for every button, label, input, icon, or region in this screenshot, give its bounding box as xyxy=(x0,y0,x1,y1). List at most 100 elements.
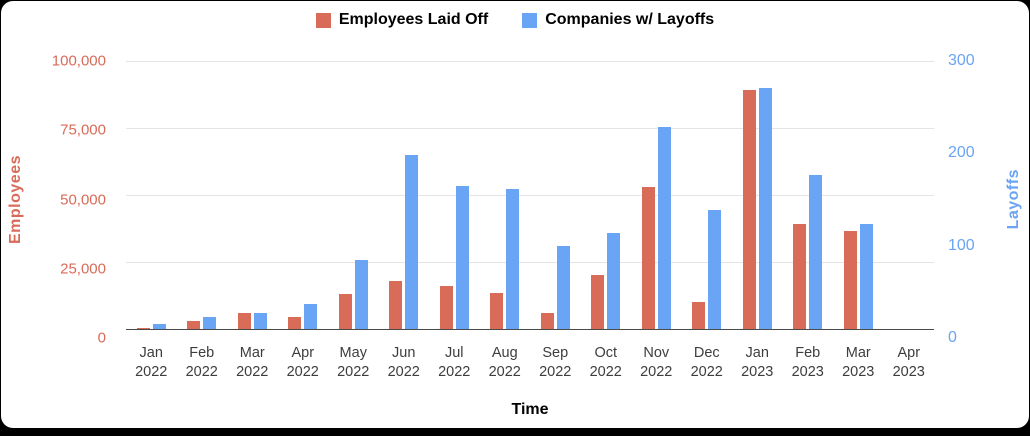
bar-employees xyxy=(490,293,504,329)
bar-group xyxy=(480,61,531,329)
x-label-month: Aug xyxy=(491,345,518,361)
bar-employees xyxy=(591,275,605,329)
bar-companies xyxy=(809,175,823,329)
bar-companies xyxy=(405,154,419,329)
x-label-year: 2023 xyxy=(842,363,875,380)
legend-item-employees: Employees Laid Off xyxy=(315,11,489,29)
bar-companies xyxy=(708,210,722,329)
x-label-year: 2023 xyxy=(892,363,925,380)
legend-swatch-companies xyxy=(522,12,538,28)
x-label-year: 2022 xyxy=(488,363,521,380)
bar-employees xyxy=(187,321,201,329)
left-axis-tick-label: 0 xyxy=(97,329,106,347)
bar-group xyxy=(732,61,783,329)
bar-employees xyxy=(793,224,807,329)
x-axis-tick-label: Nov 2022 xyxy=(631,344,682,382)
x-label-month: Feb xyxy=(189,345,215,361)
x-label-month: May xyxy=(339,345,367,361)
bars xyxy=(126,61,934,329)
x-label-month: Jan xyxy=(139,345,163,361)
gridline xyxy=(126,61,934,62)
gridline xyxy=(126,128,934,129)
bar-employees xyxy=(641,186,655,329)
x-axis-line xyxy=(126,329,934,330)
x-label-year: 2022 xyxy=(690,363,723,380)
x-axis-labels: Jan 2022 Feb 2022 Mar 2022 Apr 2022 May 2022 Jun 20… xyxy=(126,344,934,382)
x-label-month: Feb xyxy=(795,345,821,361)
bar-group xyxy=(530,61,581,329)
x-axis-tick-label: Dec 2022 xyxy=(682,344,733,382)
bar-group xyxy=(682,61,733,329)
x-label-year: 2022 xyxy=(135,363,168,380)
x-label-year: 2022 xyxy=(640,363,673,380)
bar-group xyxy=(379,61,430,329)
bar-group xyxy=(227,61,278,329)
x-label-year: 2023 xyxy=(741,363,774,380)
bar-companies xyxy=(304,304,318,329)
x-label-year: 2022 xyxy=(286,363,319,380)
x-axis-tick-label: Mar 2022 xyxy=(227,344,278,382)
bar-companies xyxy=(607,232,621,329)
x-label-month: Jul xyxy=(444,345,464,361)
bar-employees xyxy=(389,280,403,329)
bar-group xyxy=(783,61,834,329)
bar-companies xyxy=(657,127,671,329)
legend-label-employees: Employees Laid Off xyxy=(338,11,489,28)
x-axis-tick-label: Feb 2023 xyxy=(783,344,834,382)
bar-companies xyxy=(253,312,267,329)
bar-group xyxy=(177,61,228,329)
x-label-month: Apr xyxy=(897,345,921,361)
left-axis-tick-label: 50,000 xyxy=(60,191,106,208)
x-label-month: Sep xyxy=(542,345,569,361)
legend-item-companies: Companies w/ Layoffs xyxy=(522,11,714,29)
bar-employees xyxy=(338,294,352,329)
gridline xyxy=(126,195,934,196)
right-axis-ticks: 300 200 100 0 xyxy=(942,52,1029,346)
x-label-month: Dec xyxy=(693,345,720,361)
x-label-month: Mar xyxy=(239,345,265,361)
bar-group xyxy=(833,61,884,329)
right-axis-tick-label: 100 xyxy=(948,236,975,254)
x-axis-tick-label: Jun 2022 xyxy=(379,344,430,382)
x-axis-tick-label: Jul 2022 xyxy=(429,344,480,382)
left-axis-tick-label: 75,000 xyxy=(60,121,106,139)
bar-employees xyxy=(237,313,251,329)
bar-companies xyxy=(506,188,520,329)
x-label-year: 2022 xyxy=(337,363,370,380)
x-axis-tick-label: Apr 2022 xyxy=(278,344,329,382)
x-axis-tick-label: Mar 2023 xyxy=(833,344,884,382)
right-axis-tick-label: 200 xyxy=(948,144,975,162)
legend: Employees Laid Off Companies w/ Layoffs xyxy=(1,11,1029,29)
bar-companies xyxy=(354,260,368,329)
bar-employees xyxy=(742,90,756,329)
x-label-month: Nov xyxy=(643,345,670,361)
bar-group xyxy=(328,61,379,329)
plot-area xyxy=(126,61,934,330)
x-axis-tick-label: May 2022 xyxy=(328,344,379,382)
bar-group xyxy=(278,61,329,329)
bar-group xyxy=(581,61,632,329)
gridline xyxy=(126,262,934,263)
bar-employees xyxy=(136,327,150,329)
bar-employees xyxy=(540,312,554,329)
legend-label-companies: Companies w/ Layoffs xyxy=(545,11,715,28)
bar-group xyxy=(429,61,480,329)
left-axis-tick-label: 100,000 xyxy=(51,52,106,70)
bar-companies xyxy=(556,245,570,329)
x-label-year: 2022 xyxy=(185,363,218,380)
x-label-month: Jan xyxy=(745,345,769,361)
bar-group xyxy=(126,61,177,329)
x-axis-tick-label: Feb 2022 xyxy=(177,344,228,382)
x-label-year: 2022 xyxy=(539,363,572,380)
bar-employees xyxy=(288,317,302,329)
x-label-month: Jun xyxy=(392,345,416,361)
x-label-month: Mar xyxy=(845,345,871,361)
bar-employees xyxy=(843,231,857,329)
right-axis-tick-label: 300 xyxy=(948,52,975,69)
x-label-year: 2023 xyxy=(791,363,824,380)
bar-group xyxy=(631,61,682,329)
x-axis-tick-label: Apr 2023 xyxy=(884,344,935,382)
x-axis-tick-label: Aug 2022 xyxy=(480,344,531,382)
x-axis-tick-label: Oct 2022 xyxy=(581,344,632,382)
bar-group xyxy=(884,61,935,329)
